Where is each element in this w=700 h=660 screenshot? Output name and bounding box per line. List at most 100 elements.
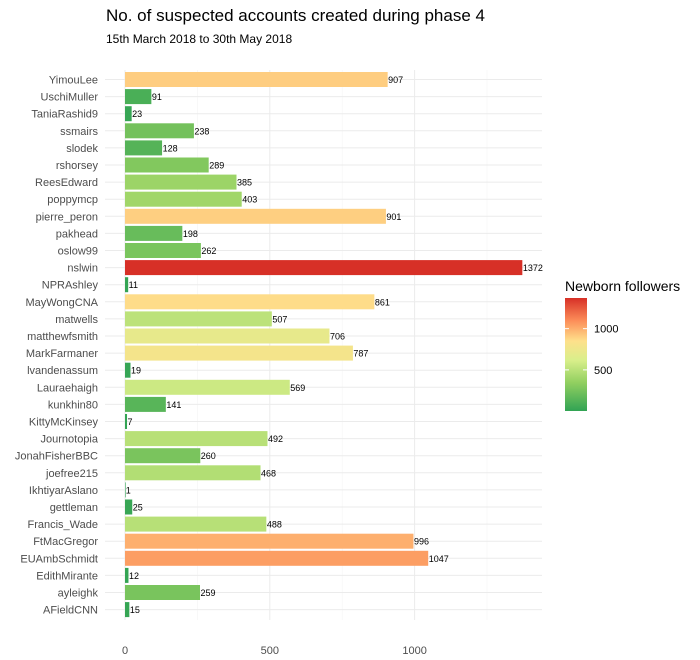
legend-title: Newborn followers (565, 278, 680, 294)
category-label: MayWongCNA (25, 297, 98, 309)
x-axis-ticks: 0 500 1000 (122, 645, 427, 657)
value-label: 260 (201, 451, 216, 461)
value-label: 1 (126, 485, 131, 495)
value-label: 907 (388, 75, 403, 85)
value-label: 259 (201, 588, 216, 598)
value-label: 787 (353, 349, 368, 359)
category-label: Francis_Wade (27, 519, 98, 531)
x-tick-label: 0 (122, 645, 128, 657)
bar (125, 225, 183, 241)
value-label: 468 (261, 468, 276, 478)
bar (125, 516, 267, 532)
value-label: 238 (194, 126, 209, 136)
bar (125, 567, 129, 583)
value-label: 91 (152, 92, 162, 102)
value-label: 706 (330, 332, 345, 342)
bar (125, 602, 130, 618)
value-label: 19 (131, 366, 141, 376)
value-label: 492 (268, 434, 283, 444)
bar (125, 106, 132, 122)
bar (125, 482, 126, 498)
bar (125, 550, 429, 566)
category-label: kunkhin80 (48, 399, 98, 411)
legend-colorbar (565, 298, 587, 411)
category-label: IkhtiyarAslano (29, 485, 98, 497)
bar (125, 396, 166, 412)
bar (125, 277, 129, 293)
value-label: 289 (209, 161, 224, 171)
category-label: UschiMuller (41, 92, 99, 104)
category-label: ayleighk (58, 588, 99, 600)
bar (125, 208, 386, 224)
legend: Newborn followers 500 1000 (565, 278, 680, 411)
category-label: nslwin (67, 263, 98, 275)
value-label: 901 (386, 212, 401, 222)
bar (125, 465, 261, 481)
category-label: AFieldCNN (43, 605, 98, 617)
bars (125, 72, 523, 618)
bar (125, 414, 128, 429)
bar (125, 499, 133, 515)
value-label: 128 (163, 143, 178, 153)
value-label: 861 (375, 297, 390, 307)
category-label: FtMacGregor (33, 536, 98, 548)
bar (125, 328, 330, 344)
value-label: 569 (290, 383, 305, 393)
category-label: matwells (55, 314, 98, 326)
category-label: pierre_peron (36, 211, 98, 223)
value-label: 507 (272, 314, 287, 324)
bar (125, 89, 152, 105)
category-label: matthewfsmith (27, 331, 98, 343)
category-label: YimouLee (49, 75, 98, 87)
value-label: 1047 (429, 554, 449, 564)
bar (125, 294, 375, 310)
bar (125, 448, 201, 464)
bar (125, 123, 194, 139)
chart-title: No. of suspected accounts created during… (106, 6, 485, 25)
category-label: EdithMirante (36, 570, 98, 582)
bar (125, 585, 201, 600)
category-label: rshorsey (56, 160, 99, 172)
x-tick-label: 1000 (402, 645, 426, 657)
legend-tick-label: 1000 (594, 324, 618, 336)
bar (125, 431, 268, 447)
bar (125, 260, 523, 276)
bar (125, 191, 242, 207)
bar (125, 345, 353, 361)
category-label: slodek (66, 143, 98, 155)
category-label: ReesEdward (35, 177, 98, 189)
bar (125, 311, 272, 327)
category-label: TaniaRashid9 (31, 109, 98, 121)
chart-subtitle: 15th March 2018 to 30th May 2018 (106, 32, 292, 46)
category-label: Lauraehaigh (37, 382, 98, 394)
category-label: pakhead (56, 228, 98, 240)
bar (125, 72, 388, 87)
category-label: poppymcp (47, 194, 98, 206)
category-label: EUAmbSchmidt (20, 553, 98, 565)
category-label: oslow99 (58, 246, 98, 258)
value-label: 1372 (523, 263, 543, 273)
category-label: ssmairs (60, 126, 98, 138)
legend-ticks: 500 1000 (565, 324, 618, 377)
value-label: 12 (129, 571, 139, 581)
legend-tick-label: 500 (594, 365, 612, 377)
value-label: 15 (130, 605, 140, 615)
bar (125, 379, 290, 395)
value-label: 385 (237, 178, 252, 188)
value-label: 262 (201, 246, 216, 256)
category-label: KittyMcKinsey (29, 417, 99, 429)
value-label: 11 (129, 280, 138, 290)
category-label: gettleman (50, 502, 98, 514)
category-label: joefree215 (45, 468, 98, 480)
x-tick-label: 500 (261, 645, 279, 657)
category-label: Journotopia (41, 434, 99, 446)
value-label: 141 (166, 400, 181, 410)
value-label: 25 (133, 503, 143, 513)
value-label: 7 (128, 417, 133, 427)
bar (125, 533, 414, 549)
bar (125, 174, 237, 190)
value-label: 198 (183, 229, 198, 239)
value-label: 488 (267, 520, 282, 530)
